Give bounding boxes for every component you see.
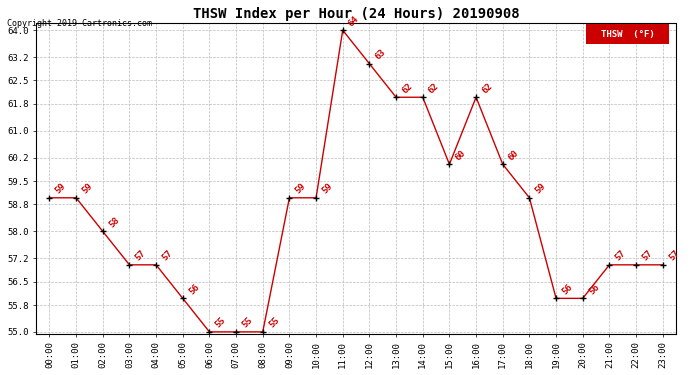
Text: 60: 60 [453, 148, 468, 162]
Text: 63: 63 [373, 48, 388, 62]
Text: 57: 57 [160, 249, 174, 262]
Text: 57: 57 [613, 249, 627, 262]
Text: THSW  (°F): THSW (°F) [601, 30, 655, 39]
Text: 56: 56 [587, 282, 601, 296]
Text: 62: 62 [427, 81, 441, 95]
Text: 60: 60 [507, 148, 521, 162]
Text: 59: 59 [54, 182, 68, 196]
Text: 57: 57 [667, 249, 681, 262]
Text: 55: 55 [240, 316, 254, 330]
Text: 64: 64 [347, 14, 361, 28]
Text: 59: 59 [293, 182, 308, 196]
Text: 59: 59 [533, 182, 548, 196]
Text: 56: 56 [187, 282, 201, 296]
Title: THSW Index per Hour (24 Hours) 20190908: THSW Index per Hour (24 Hours) 20190908 [193, 7, 520, 21]
Text: 59: 59 [320, 182, 334, 196]
Text: 55: 55 [214, 316, 228, 330]
Text: 62: 62 [400, 81, 414, 95]
Text: 56: 56 [560, 282, 574, 296]
Text: 57: 57 [134, 249, 148, 262]
Text: 59: 59 [80, 182, 95, 196]
Text: 62: 62 [480, 81, 494, 95]
Text: 55: 55 [267, 316, 281, 330]
Text: Copyright 2019 Cartronics.com: Copyright 2019 Cartronics.com [7, 19, 152, 28]
Text: 57: 57 [640, 249, 654, 262]
Text: 58: 58 [107, 215, 121, 229]
